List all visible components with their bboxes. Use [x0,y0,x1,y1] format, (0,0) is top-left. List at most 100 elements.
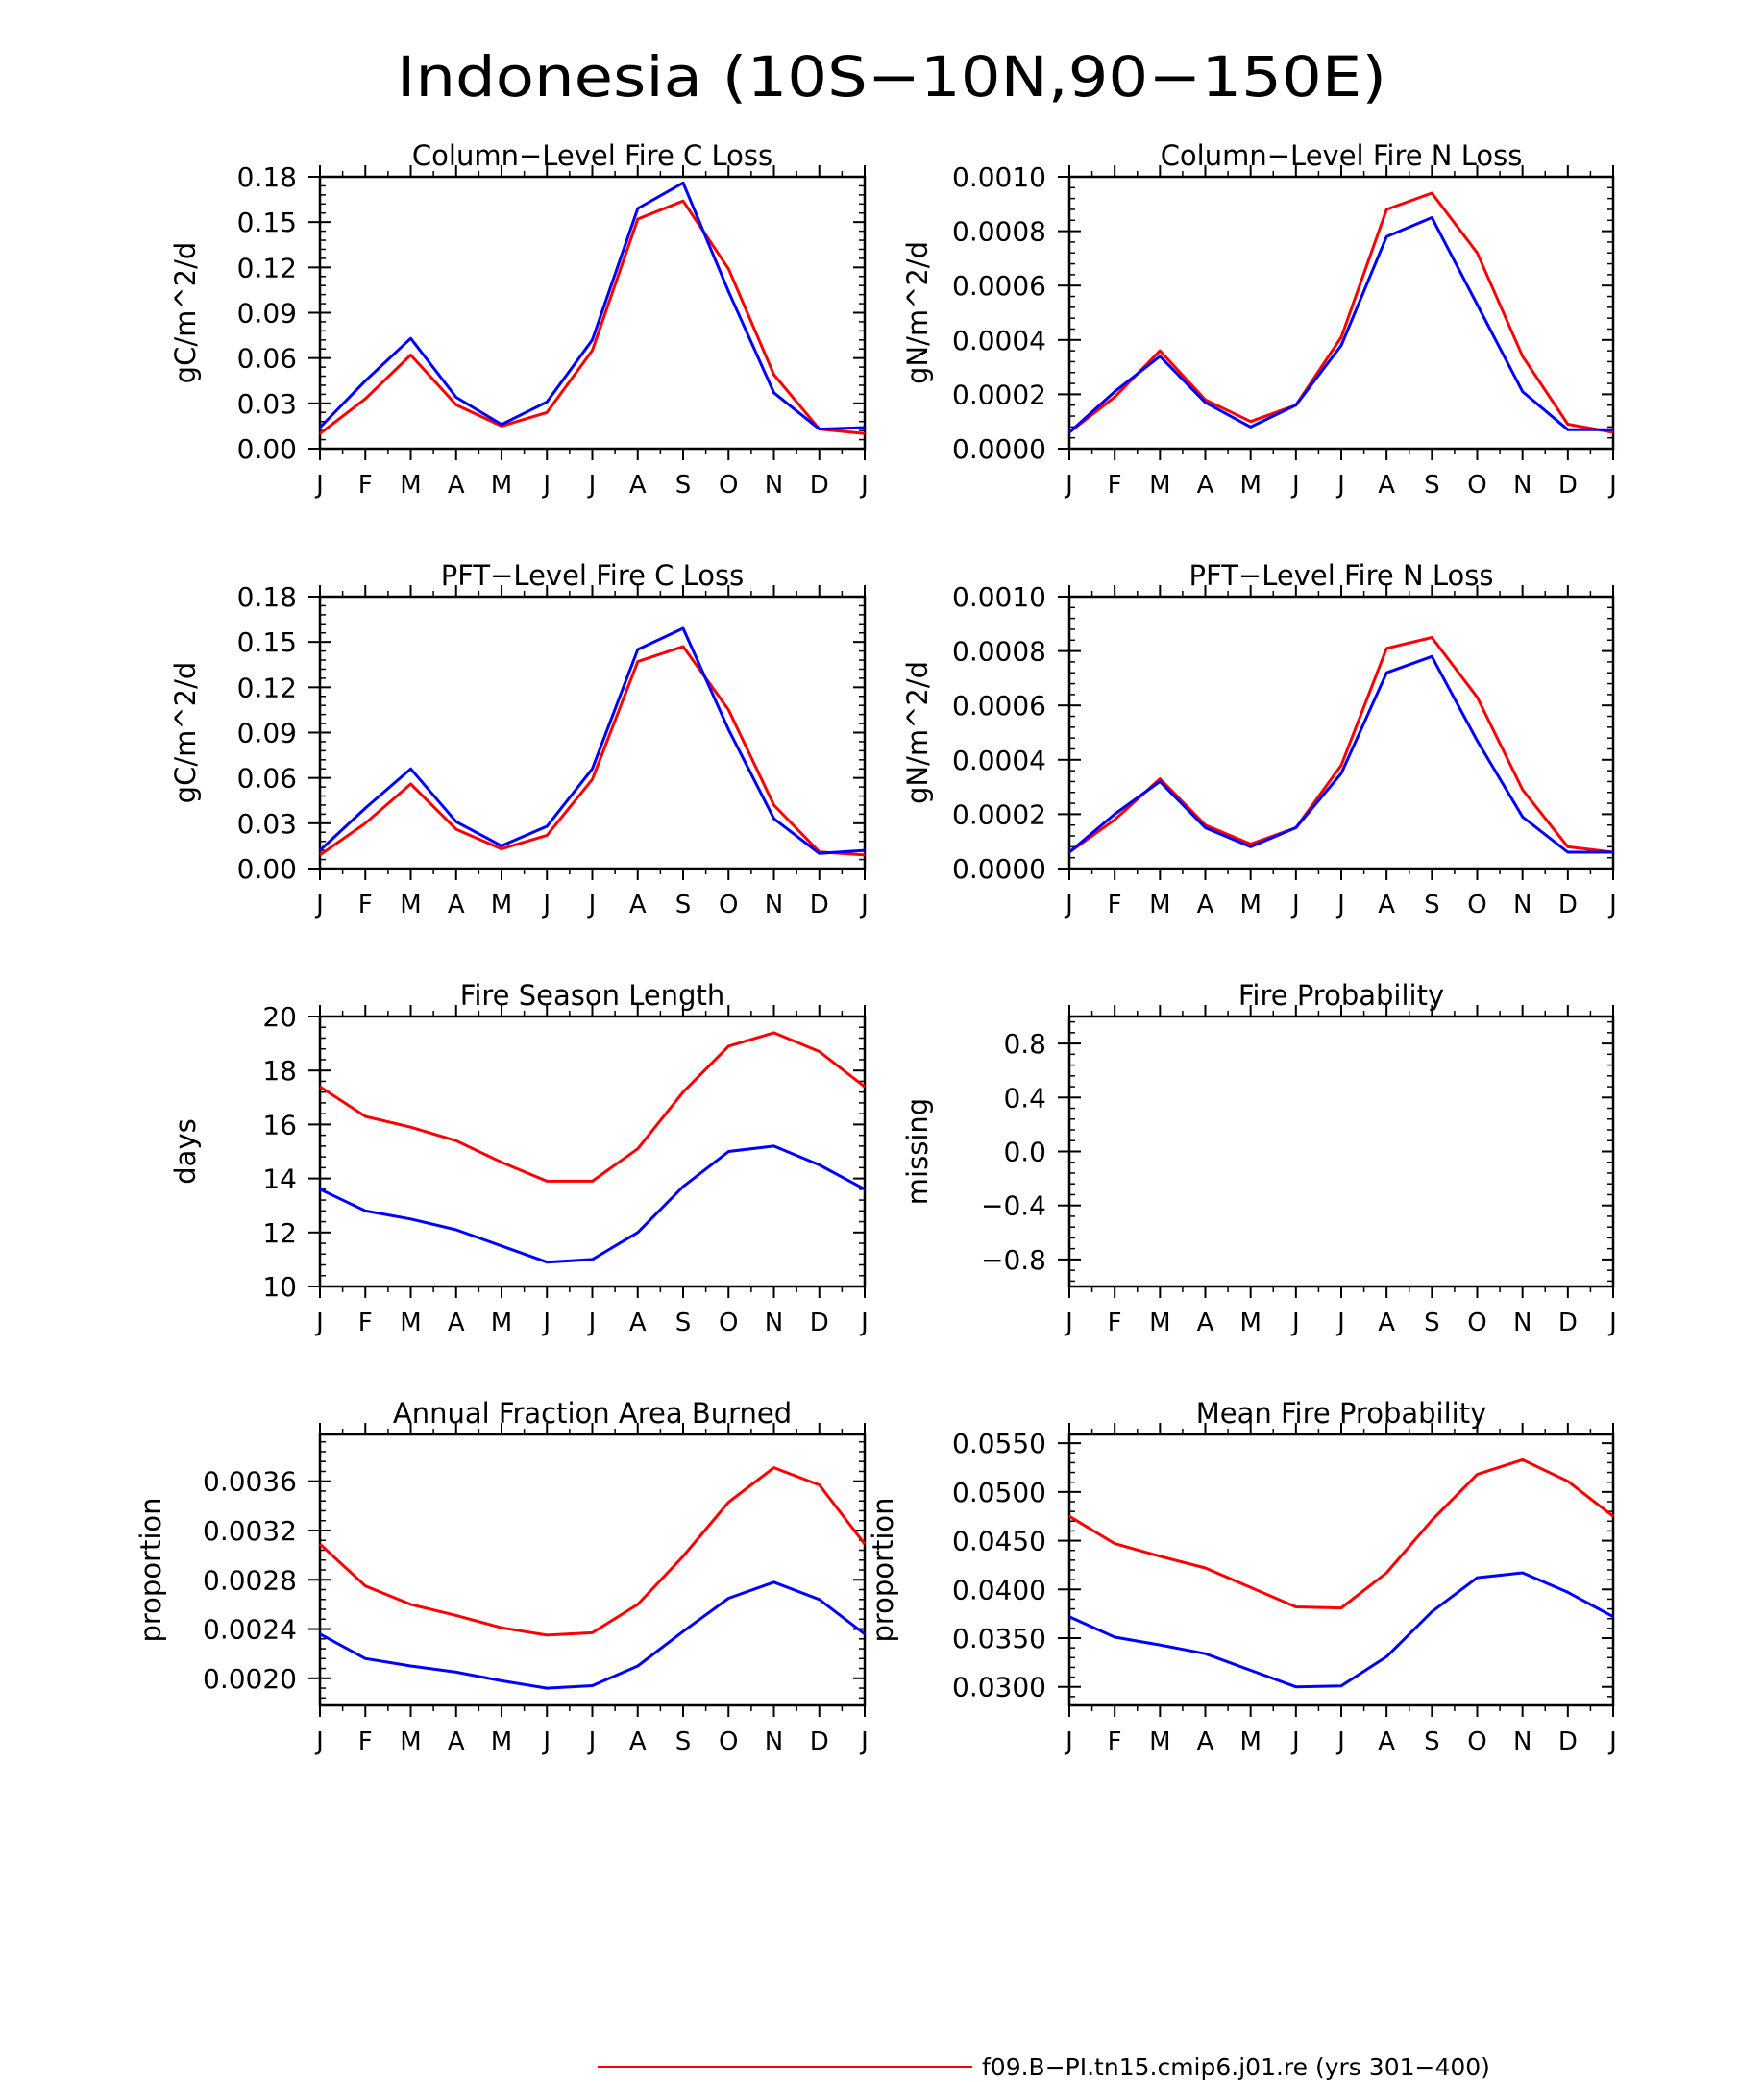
x-tick-label: O [719,891,738,919]
y-axis-label: proportion [867,1497,899,1642]
chart-panel-8: J F M A M J J A S O N D J0.03000.03500.04000.04500.0… [867,1397,1617,1756]
x-tick-label: N [1513,1727,1531,1756]
x-tick-label: N [765,471,783,500]
panel-title: Column−Level Fire N Loss [1161,139,1523,172]
series-line-blue [1068,654,1613,854]
plot-frame [318,175,867,451]
y-axis-label: gN/m^2/d [901,661,934,804]
y-tick-label: −0.8 [981,1244,1046,1276]
x-tick-label: J [541,1309,551,1337]
y-tick-label: 0.0010 [952,161,1046,193]
x-tick-label: F [1108,471,1122,500]
x-tick-label: J [859,471,869,500]
x-tick-label: D [810,891,829,919]
x-tick-label: D [1558,1727,1578,1756]
y-axis-label: missing [901,1098,934,1205]
x-tick-label: J [1607,1309,1617,1337]
series-line-blue [318,181,866,431]
x-tick-label: J [1064,891,1073,919]
x-tick-label: S [675,471,692,500]
x-tick-label: D [1558,471,1578,500]
x-tick-label: S [1424,1727,1440,1756]
y-tick-label: 0.0036 [203,1466,297,1498]
legend: f09.B−PI.tn15.cmip6.j01.re (yrs 301−400) [598,2053,1490,2081]
x-tick-label: O [719,1309,738,1337]
panel-title: PFT−Level Fire C Loss [441,559,745,592]
x-tick-label: N [765,891,783,919]
y-axis-label: gC/m^2/d [169,242,202,384]
y-tick-label: 10 [262,1271,297,1303]
x-tick-label: J [859,891,869,919]
x-tick-label: J [1290,1309,1300,1337]
x-tick-label: A [1378,471,1395,500]
x-tick-label: M [1239,1727,1261,1756]
x-tick-label: J [314,1727,324,1756]
x-tick-label: O [719,471,738,500]
series-line-blue [1068,1571,1614,1689]
x-tick-label: M [1149,1727,1170,1756]
y-tick-label: 0.06 [237,343,297,375]
x-tick-label: A [629,1309,647,1337]
panels: J F M A M J J A S O N D J0.000.030.060.090.120.150.1… [135,139,1617,1756]
x-tick-label: O [1467,471,1486,500]
x-tick-label: N [1513,1309,1531,1337]
y-tick-label: 0.0550 [952,1428,1046,1459]
x-tick-label: J [1335,471,1345,500]
panel-title: Fire Season Length [460,979,724,1012]
x-tick-label: M [1239,471,1261,500]
y-tick-label: 0.0028 [203,1564,297,1596]
series-line-red [1068,1457,1614,1610]
x-tick-label: D [810,1727,829,1756]
x-tick-label: F [358,1309,373,1337]
x-tick-label: J [1064,1309,1073,1337]
x-tick-label: F [358,891,373,919]
panel-title: Annual Fraction Area Burned [393,1397,792,1430]
x-tick-label: J [314,1309,324,1337]
y-tick-label: 0.0004 [952,325,1046,356]
x-tick-label: N [1513,471,1531,500]
y-tick-label: 0.0002 [952,798,1046,830]
x-tick-label: J [587,471,597,500]
y-tick-label: 0.0450 [952,1526,1046,1557]
x-tick-label: F [1108,1727,1122,1756]
x-tick-label: A [629,891,647,919]
y-axis-label: gN/m^2/d [901,241,934,384]
plot-frame [318,1015,867,1288]
x-tick-label: O [1467,891,1486,919]
y-tick-label: 12 [262,1217,297,1249]
panel-title: Mean Fire Probability [1196,1397,1487,1430]
panel-title: PFT−Level Fire N Loss [1189,559,1494,592]
legend-label: f09.B−PI.tn15.cmip6.j01.re (yrs 301−400) [982,2053,1490,2081]
chart-panel-1: J F M A M J J A S O N D J0.000.030.060.090.120.150.1… [169,139,869,500]
x-tick-label: J [587,1309,597,1337]
x-tick-label: M [400,471,421,500]
y-axis-label: proportion [135,1497,167,1642]
series-line-red [1068,636,1614,854]
y-tick-label: 0.03 [237,808,297,840]
x-tick-label: J [1290,1727,1300,1756]
x-tick-label: A [448,1727,465,1756]
y-tick-label: 0.0008 [952,216,1046,248]
x-tick-label: D [810,1309,829,1337]
x-tick-label: M [1239,891,1261,919]
x-tick-label: A [1378,1727,1395,1756]
plot-frame [1067,595,1615,870]
x-tick-label: D [1558,891,1578,919]
series-line-red [319,645,866,857]
y-tick-label: 0.0300 [952,1672,1046,1703]
series-line-red [1068,191,1614,434]
x-tick-label: M [1149,891,1170,919]
y-tick-label: 0.0010 [952,581,1046,613]
y-tick-label: 0.8 [1003,1028,1046,1060]
x-tick-label: J [314,471,324,500]
x-tick-label: M [491,1309,512,1337]
x-tick-label: J [541,1727,551,1756]
y-tick-label: 0.18 [237,161,297,193]
y-tick-label: 0.0002 [952,379,1046,410]
x-tick-label: M [1239,1309,1261,1337]
y-tick-label: 0.0500 [952,1477,1046,1508]
x-tick-label: D [1558,1309,1578,1337]
y-tick-label: 0.00 [237,853,297,885]
